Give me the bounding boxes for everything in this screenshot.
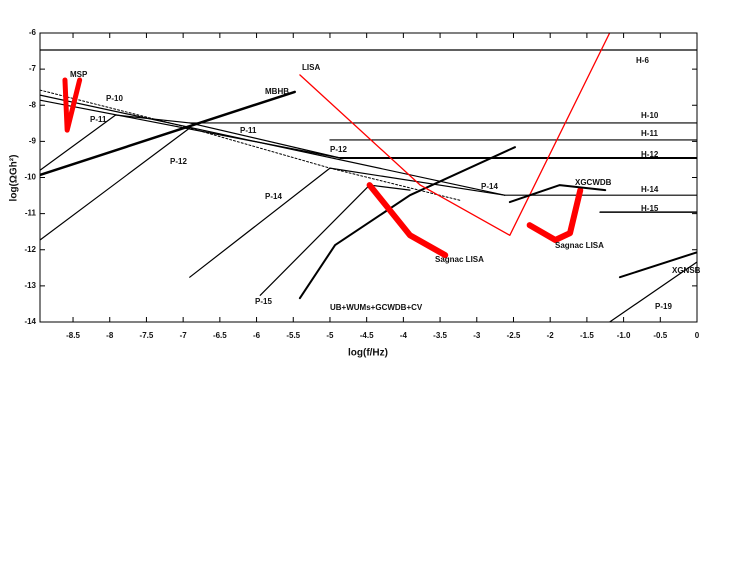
series-line: [618, 251, 697, 279]
series-line: [62, 77, 83, 133]
x-tick-label: -1.0: [617, 331, 631, 340]
series-line: [526, 187, 584, 243]
x-tick-label: -8: [106, 331, 114, 340]
series-label: MBHB: [265, 87, 289, 96]
series-label: P-15: [255, 297, 272, 306]
y-tick-label: -10: [24, 173, 36, 182]
x-tick-label: -4: [400, 331, 408, 340]
x-tick-label: -6.5: [213, 331, 227, 340]
x-tick-label: -6: [253, 331, 261, 340]
series-label: H-14: [641, 185, 659, 194]
y-tick-label: -11: [25, 209, 37, 218]
x-tick-label: 0: [695, 331, 700, 340]
series-line: [40, 99, 341, 159]
x-tick-label: -3: [473, 331, 481, 340]
series-line: [40, 114, 191, 171]
y-tick-label: -9: [29, 136, 37, 145]
series-line: [189, 167, 331, 278]
series-label: P-19: [655, 302, 672, 311]
series-label: Sagnac LISA: [435, 255, 484, 264]
x-tick-label: -1.5: [580, 331, 594, 340]
series-line: [508, 184, 607, 204]
series-label: P-11: [240, 126, 257, 135]
series-label: UB+WUMs+GCWDB+CV: [330, 303, 423, 312]
series-label: H-11: [641, 129, 658, 138]
series-line: [40, 127, 191, 241]
series-label: P-12: [330, 145, 347, 154]
series-label: H-12: [641, 150, 659, 159]
x-tick-label: -4.5: [360, 331, 374, 340]
series-label: P-14: [265, 192, 282, 201]
series-label: P-12: [170, 157, 187, 166]
series-label: XGNSB: [672, 266, 701, 275]
y-tick-label: -13: [24, 281, 36, 290]
series-label: P-11: [90, 115, 107, 124]
series-label: MSP: [70, 70, 88, 79]
x-tick-label: -8.5: [66, 331, 80, 340]
x-tick-label: -2.5: [507, 331, 521, 340]
y-tick-label: -8: [29, 100, 37, 109]
y-tick-label: -14: [24, 317, 36, 326]
plot-frame: [39, 32, 698, 323]
series-label: LISA: [302, 63, 320, 72]
series-line: [189, 122, 341, 159]
series-line: [298, 146, 516, 300]
series-label: P-10: [106, 94, 123, 103]
y-tick-label: -12: [24, 245, 36, 254]
series-line: [609, 261, 697, 322]
series-label: XGCWDB: [575, 178, 612, 187]
x-tick-label: -0.5: [653, 331, 667, 340]
y-tick-label: -6: [29, 28, 37, 37]
x-tick-label: -5: [326, 331, 334, 340]
x-tick-label: -7.5: [140, 331, 154, 340]
series-line: [299, 33, 611, 236]
x-tick-label: -7: [180, 331, 188, 340]
series-label: Sagnac LISA: [555, 241, 604, 250]
x-tick-label: -3.5: [433, 331, 447, 340]
series-line: [40, 90, 296, 177]
series-line: [40, 89, 461, 201]
x-tick-label: -5.5: [286, 331, 300, 340]
series-label: H-10: [641, 111, 659, 120]
series-label: P-14: [481, 182, 498, 191]
x-axis-title: log(f/Hz): [348, 348, 388, 359]
y-tick-label: -7: [29, 64, 37, 73]
series-label: H-15: [641, 204, 659, 213]
series-label: H-6: [636, 56, 649, 65]
x-tick-label: -2: [547, 331, 555, 340]
series-line: [366, 182, 449, 259]
y-axis-title: log(ΩGh²): [9, 155, 20, 202]
